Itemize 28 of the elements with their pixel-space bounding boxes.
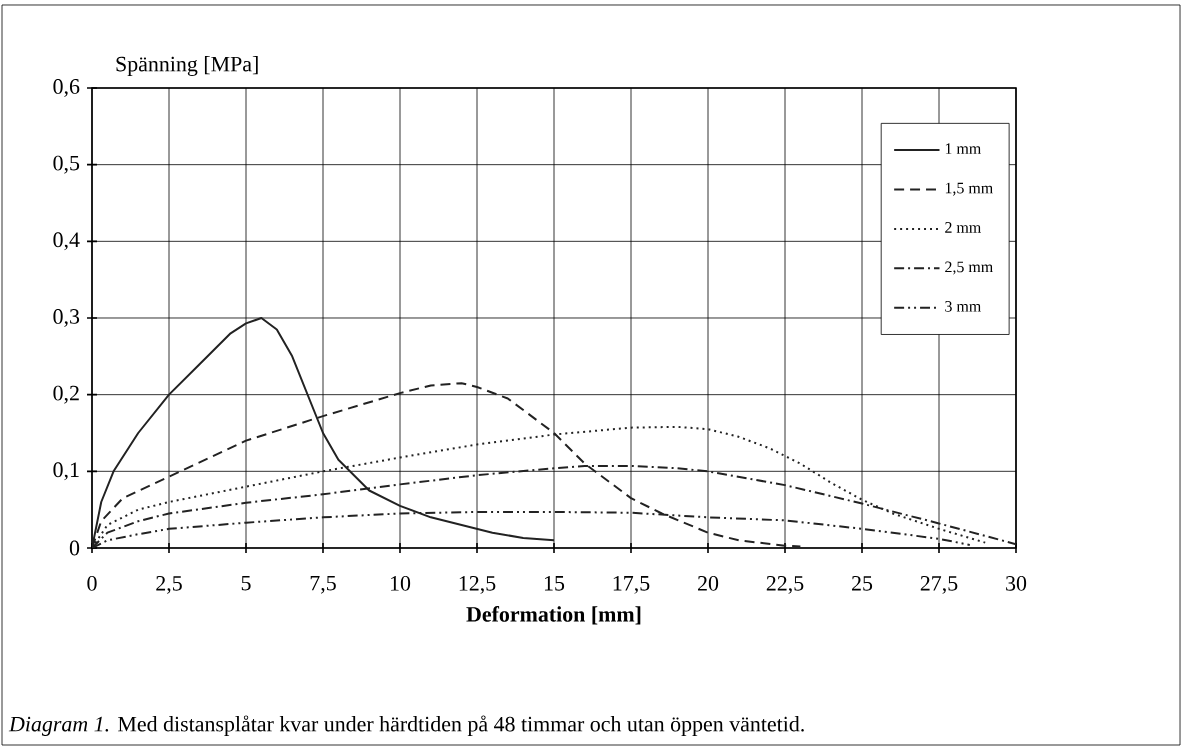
legend-label: 2,5 mm: [945, 261, 993, 275]
x-tick-label: 5: [241, 575, 251, 591]
x-tick-label: 25: [852, 575, 873, 591]
y-tick-label: 0,2: [53, 385, 79, 404]
x-axis-title: Deformation [mm]: [466, 606, 641, 625]
legend-label: 1 mm: [945, 143, 981, 154]
x-tick-label: 22,5: [766, 575, 804, 594]
x-tick-label: 10: [390, 575, 411, 591]
x-tick-label: 30: [1006, 575, 1027, 591]
x-tick-label: 15: [544, 575, 565, 591]
x-tick-label: 2,5: [156, 575, 182, 594]
y-tick-label: 0,5: [53, 155, 80, 174]
y-tick-label: 0,3: [53, 309, 80, 327]
y-tick-label: 0: [69, 540, 80, 556]
legend-label: 3 mm: [945, 301, 981, 312]
x-tick-label: 12,5: [459, 575, 496, 594]
y-tick-label: 0,6: [53, 79, 80, 97]
y-axis-title: Spänning [MPa]: [116, 56, 258, 76]
x-tick-label: 7,5: [310, 575, 336, 594]
legend-label: 2 mm: [945, 222, 981, 233]
y-tick-label: 0,1: [53, 462, 79, 481]
x-tick-label: 17,5: [613, 575, 650, 594]
text: Diagram 1. Med distansplåtar kvar under härdtiden på 48 timmar och utan öppen väntetid.: [8, 715, 804, 736]
x-tick-label: 20: [698, 575, 719, 591]
legend-label: 1,5 mm: [945, 182, 993, 196]
x-tick-label: 0: [87, 575, 97, 591]
x-tick-label: 27,5: [920, 575, 958, 594]
y-tick-label: 0,4: [53, 232, 80, 251]
